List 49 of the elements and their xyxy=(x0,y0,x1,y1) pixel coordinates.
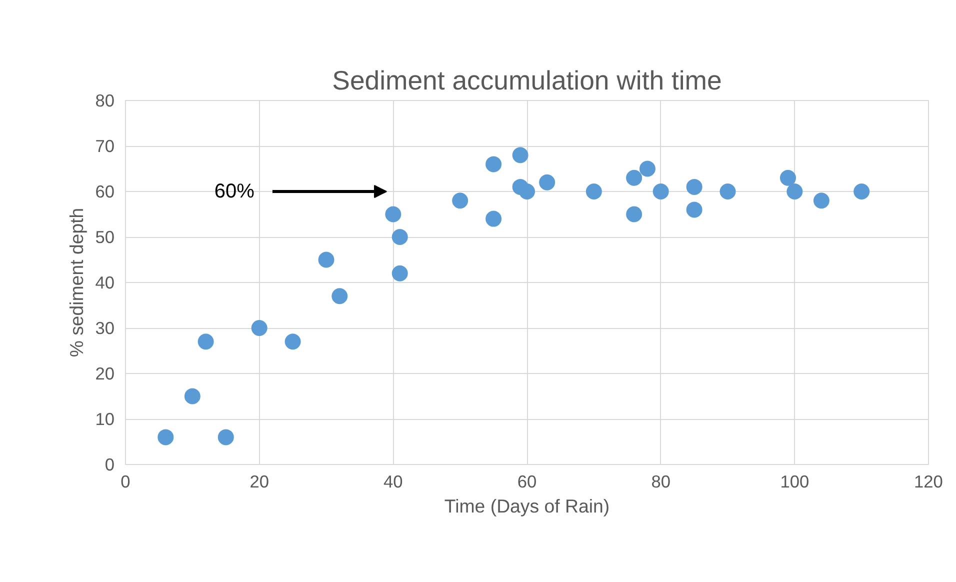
chart-title: Sediment accumulation with time xyxy=(332,66,722,96)
y-tick-label: 40 xyxy=(95,272,115,292)
y-tick-label: 70 xyxy=(95,136,115,156)
point xyxy=(392,265,408,282)
point xyxy=(686,178,702,195)
point xyxy=(318,252,334,268)
point xyxy=(218,429,234,446)
point xyxy=(639,160,656,177)
y-tick-label: 80 xyxy=(95,90,115,110)
y-tick-label: 0 xyxy=(104,454,115,474)
y-tick-label: 50 xyxy=(95,227,115,247)
point xyxy=(184,388,200,404)
point xyxy=(780,170,796,186)
point xyxy=(626,170,642,186)
point xyxy=(284,334,301,350)
y-axis-title: % sediment depth xyxy=(66,208,88,358)
point xyxy=(198,334,214,350)
point xyxy=(251,320,268,336)
point xyxy=(686,202,702,218)
x-tick-label: 0 xyxy=(120,472,130,492)
point xyxy=(539,174,556,190)
point xyxy=(626,206,642,222)
point xyxy=(720,184,736,200)
x-tick-label: 120 xyxy=(914,472,943,492)
point xyxy=(158,429,174,446)
annotation: 60% xyxy=(214,180,255,202)
y-tick-label: 20 xyxy=(95,364,115,384)
point xyxy=(332,288,348,304)
point xyxy=(452,192,468,209)
point xyxy=(586,184,602,200)
point xyxy=(652,184,669,200)
point xyxy=(519,184,535,200)
point xyxy=(512,147,528,164)
point xyxy=(854,184,870,200)
y-tick-label: 60 xyxy=(95,182,115,202)
x-tick-label: 100 xyxy=(780,472,810,492)
x-tick-label: 80 xyxy=(651,472,670,492)
point xyxy=(385,206,402,222)
y-tick-label: 10 xyxy=(95,409,115,429)
x-axis-title: Time (Days of Rain) xyxy=(444,496,610,516)
x-tick-label: 20 xyxy=(250,472,269,492)
point xyxy=(786,184,803,200)
point xyxy=(392,229,408,245)
point xyxy=(486,210,502,227)
y-tick-label: 30 xyxy=(95,318,115,338)
point xyxy=(486,156,502,172)
point xyxy=(813,192,830,209)
x-tick-label: 60 xyxy=(517,472,537,492)
x-tick-label: 40 xyxy=(384,472,403,492)
